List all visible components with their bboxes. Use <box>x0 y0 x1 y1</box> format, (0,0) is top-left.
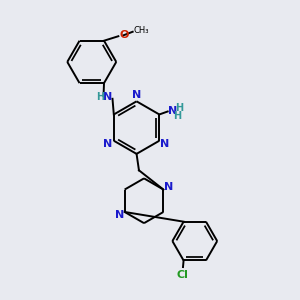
Text: N: N <box>160 139 169 149</box>
Text: CH₃: CH₃ <box>134 26 149 35</box>
Text: N: N <box>164 182 173 192</box>
Text: N: N <box>103 92 112 102</box>
Text: N: N <box>103 139 113 149</box>
Text: H: H <box>173 111 181 121</box>
Text: Cl: Cl <box>176 270 188 280</box>
Text: O: O <box>120 30 129 40</box>
Text: N: N <box>132 90 141 100</box>
Text: H: H <box>96 92 104 102</box>
Text: N: N <box>115 210 124 220</box>
Text: H: H <box>175 103 183 113</box>
Text: N: N <box>167 106 177 116</box>
